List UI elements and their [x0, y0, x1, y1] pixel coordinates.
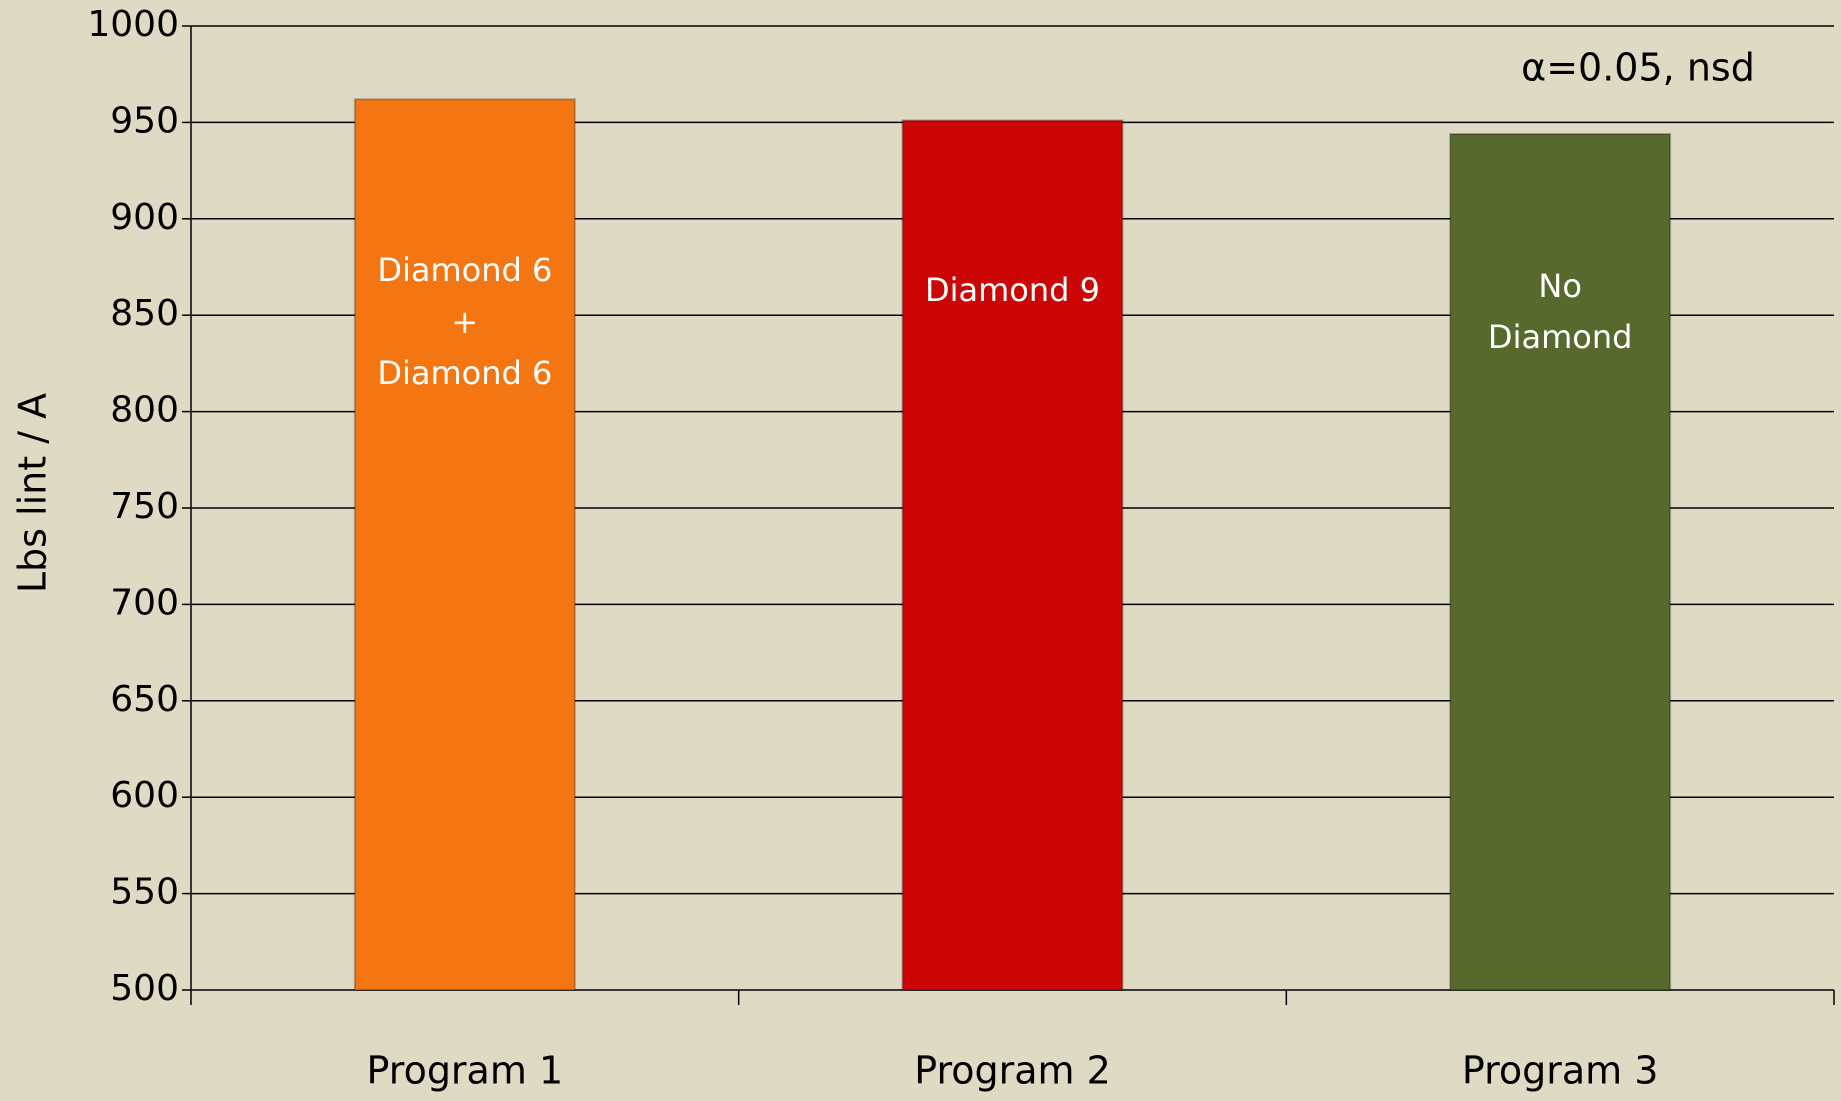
bar: [901, 119, 1124, 992]
bar-label: Diamond: [1488, 318, 1632, 356]
annotation: α=0.05, nsd: [1521, 46, 1755, 90]
bar: [1449, 132, 1672, 991]
y-tick-label: 900: [110, 197, 179, 238]
y-tick-label: 650: [110, 679, 179, 720]
y-tick-label: 500: [110, 968, 179, 1009]
y-tick-label: 600: [110, 775, 179, 816]
bar-label: +: [451, 303, 478, 341]
bar: [353, 98, 576, 992]
x-tick-label: Program 2: [914, 1049, 1111, 1093]
bar-label: Diamond 9: [925, 271, 1100, 309]
y-tick-label: 850: [110, 293, 179, 334]
y-tick-label: 800: [110, 390, 179, 431]
y-axis-label: Lbs lint / A: [11, 393, 55, 593]
x-tick-label: Program 3: [1462, 1049, 1659, 1093]
x-tick-label: Program 1: [367, 1049, 564, 1093]
bar-label: Diamond 6: [377, 354, 552, 392]
y-tick-label: 700: [110, 582, 179, 623]
bar-label: No: [1538, 267, 1582, 305]
y-tick-label: 1000: [87, 4, 179, 45]
y-tick-label: 550: [110, 872, 179, 913]
y-tick-label: 750: [110, 486, 179, 527]
y-tick-label: 950: [110, 100, 179, 141]
bar-label: Diamond 6: [377, 251, 552, 289]
